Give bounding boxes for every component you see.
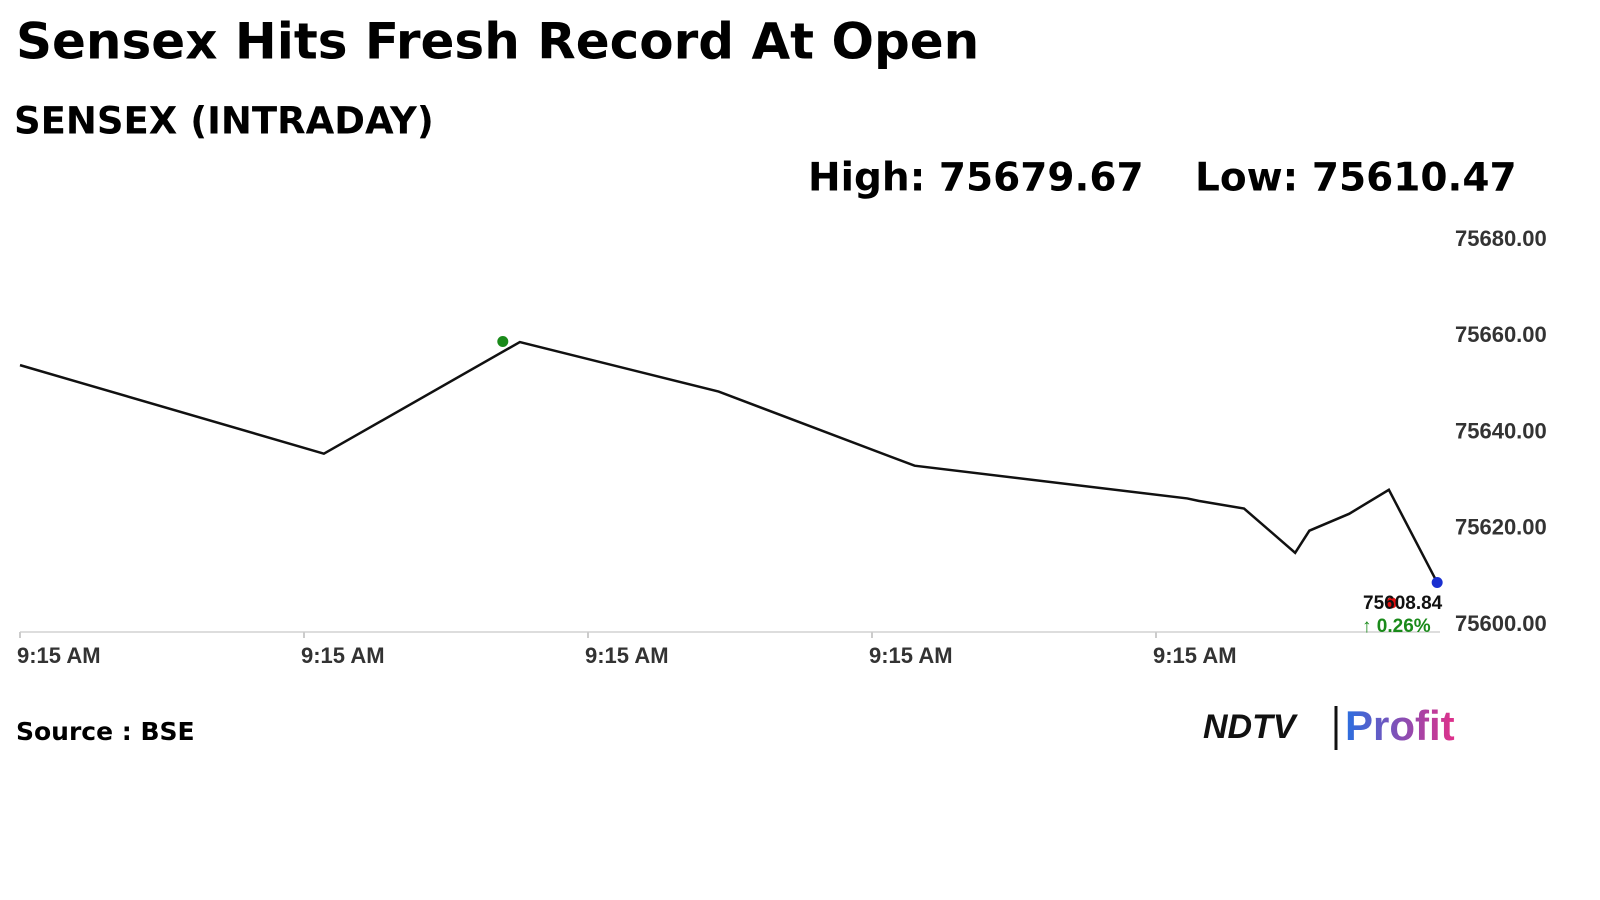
- change-label: ↑ 0.26%: [1362, 616, 1431, 637]
- x-tick-label: 9:15 AM: [585, 643, 669, 668]
- y-tick-label: 75680.00: [1455, 226, 1547, 251]
- last-value-label: 75608.84: [1363, 593, 1443, 614]
- x-tick-label: 9:15 AM: [17, 643, 101, 668]
- low-text: Low: 75610.47: [1195, 156, 1517, 201]
- y-tick-label: 75620.00: [1455, 515, 1547, 540]
- subtitle: SENSEX (INTRADAY): [14, 100, 434, 143]
- chart-title: Sensex Hits Fresh Record At Open: [16, 13, 979, 71]
- marker: [1431, 576, 1443, 588]
- marker: [497, 336, 509, 348]
- marker: [1386, 597, 1398, 609]
- line: [19, 340, 1439, 584]
- y-tick-label: 75600.00: [1455, 611, 1547, 636]
- x-tick-label: 9:15 AM: [301, 643, 385, 668]
- y-tick-label: 75640.00: [1455, 418, 1547, 443]
- x-tick-label: 9:15 AM: [869, 643, 953, 668]
- high-text: High: 75679.67: [808, 156, 1144, 201]
- logo-profit: Profit: [1345, 702, 1455, 749]
- x-tick-label: 9:15 AM: [1153, 643, 1237, 668]
- logo-ndtv: NDTV: [1203, 708, 1299, 746]
- y-tick-label: 75660.00: [1455, 322, 1547, 347]
- source: Source : BSE: [16, 717, 195, 746]
